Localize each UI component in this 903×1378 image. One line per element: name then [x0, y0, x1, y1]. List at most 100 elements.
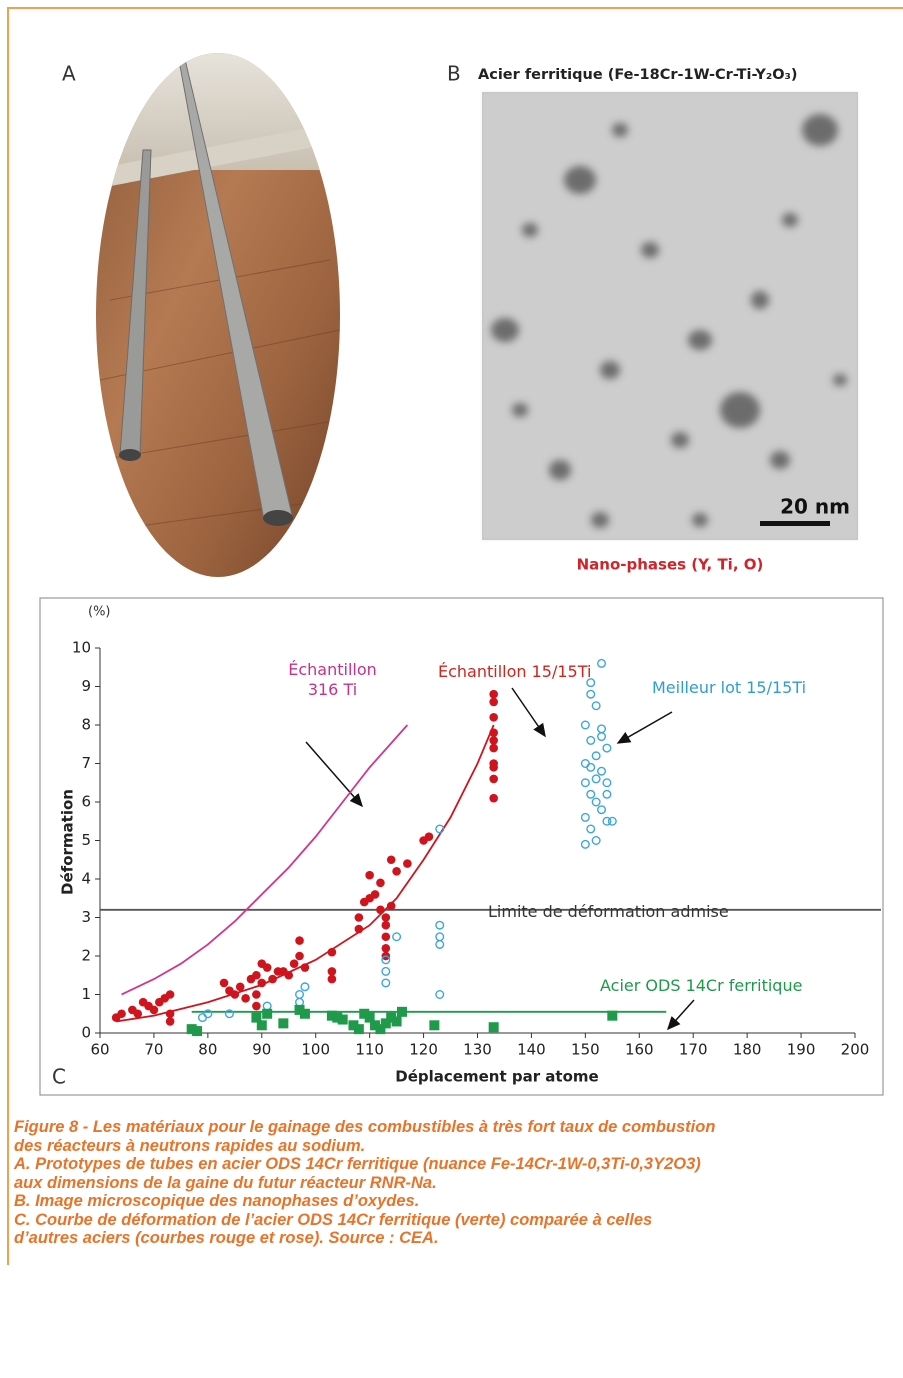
x-tick-label: 170: [679, 1041, 708, 1059]
data-point: [607, 1011, 617, 1021]
x-tick-label: 130: [463, 1041, 492, 1059]
panel-label: A: [62, 62, 76, 86]
data-point: [257, 979, 266, 988]
y-tick-label: 10: [72, 639, 91, 657]
data-point: [382, 913, 391, 922]
annotation: Acier ODS 14Cr ferritique: [600, 976, 802, 996]
caption-line: d’autres aciers (courbes rouge et rose).…: [14, 1229, 439, 1248]
data-point: [489, 763, 498, 772]
y-tick-label: 4: [81, 870, 91, 888]
data-point: [166, 990, 175, 999]
data-point: [252, 971, 261, 980]
data-point: [117, 1009, 126, 1018]
data-point: [392, 1016, 402, 1026]
data-point: [489, 713, 498, 722]
data-point: [355, 913, 364, 922]
y-tick-label: 8: [81, 716, 91, 734]
photo-tubes: [90, 50, 350, 580]
x-tick-label: 190: [787, 1041, 816, 1059]
data-point: [284, 971, 293, 980]
data-point: [301, 963, 310, 972]
data-point: [328, 948, 337, 957]
scale-bar-label: 20 nm: [780, 495, 850, 519]
data-point: [382, 921, 391, 930]
data-point: [489, 775, 498, 784]
x-tick-label: 180: [733, 1041, 762, 1059]
data-point: [387, 855, 396, 864]
data-point: [489, 698, 498, 707]
data-point: [328, 975, 337, 984]
data-point: [150, 1006, 159, 1015]
data-point: [387, 902, 396, 911]
data-point: [300, 1009, 310, 1019]
y-tick-label: 2: [81, 947, 91, 965]
x-tick-label: 70: [144, 1041, 163, 1059]
caption-line: aux dimensions de la gaine du futur réac…: [14, 1174, 437, 1193]
data-point: [262, 1009, 272, 1019]
y-tick-label: 0: [81, 1024, 91, 1042]
y-tick-label: 5: [81, 831, 91, 849]
data-point: [295, 952, 304, 961]
y-unit: (%): [88, 605, 111, 620]
data-point: [376, 906, 385, 915]
micrograph: [482, 92, 858, 540]
caption-line: C. Courbe de déformation de l’acier ODS …: [14, 1211, 652, 1230]
x-tick-label: 60: [90, 1041, 109, 1059]
caption-line: Figure 8 - Les matériaux pour le gainage…: [14, 1118, 715, 1137]
data-point: [295, 936, 304, 945]
data-point: [489, 744, 498, 753]
data-point: [166, 1017, 175, 1026]
panel-title: Acier ferritique (Fe-18Cr-1W-Cr-Ti-Y₂O₃): [478, 67, 798, 83]
data-point: [231, 990, 240, 999]
data-point: [425, 832, 434, 841]
x-axis-title: Déplacement par atome: [395, 1068, 598, 1086]
annotation: Limite de déformation admise: [488, 902, 729, 922]
data-point: [354, 1024, 364, 1034]
data-point: [489, 728, 498, 737]
x-tick-label: 140: [517, 1041, 546, 1059]
page: A B Acier ferritique (Fe-18Cr-1W-Cr-Ti-Y…: [0, 0, 903, 1378]
data-point: [489, 1022, 499, 1032]
data-point: [268, 975, 277, 984]
data-point: [365, 871, 374, 880]
data-point: [252, 1002, 261, 1011]
annotation: Échantillon 15/15Ti: [438, 662, 591, 682]
data-point: [429, 1020, 439, 1030]
data-point: [278, 1018, 288, 1028]
y-tick-label: 1: [81, 985, 91, 1003]
x-tick-label: 100: [301, 1041, 330, 1059]
caption-line: B. Image microscopique des nanophases d’…: [14, 1192, 419, 1211]
x-tick-label: 160: [625, 1041, 654, 1059]
data-point: [489, 794, 498, 803]
y-tick-label: 7: [81, 754, 91, 772]
panel-label: B: [447, 62, 461, 86]
data-point: [376, 879, 385, 888]
data-point: [220, 979, 229, 988]
data-point: [328, 967, 337, 976]
x-tick-label: 150: [571, 1041, 600, 1059]
x-tick-label: 110: [355, 1041, 384, 1059]
data-point: [241, 994, 250, 1003]
data-point: [392, 867, 401, 876]
x-tick-label: 120: [409, 1041, 438, 1059]
x-tick-label: 90: [252, 1041, 271, 1059]
data-point: [236, 983, 245, 992]
data-point: [263, 963, 272, 972]
caption-line: A. Prototypes de tubes en acier ODS 14Cr…: [14, 1155, 701, 1174]
data-point: [133, 1009, 142, 1018]
data-point: [252, 990, 261, 999]
data-point: [403, 859, 412, 868]
y-tick-label: 9: [81, 677, 91, 695]
data-point: [397, 1007, 407, 1017]
y-tick-label: 3: [81, 908, 91, 926]
caption-line: des réacteurs à neutrons rapides au sodi…: [14, 1137, 365, 1156]
annotation: Meilleur lot 15/15Ti: [652, 678, 806, 698]
data-point: [290, 959, 299, 968]
data-point: [371, 890, 380, 899]
x-tick-label: 80: [198, 1041, 217, 1059]
data-point: [489, 690, 498, 699]
data-point: [489, 736, 498, 745]
data-point: [192, 1026, 202, 1036]
panel-label: C: [52, 1065, 66, 1089]
data-point: [382, 932, 391, 941]
